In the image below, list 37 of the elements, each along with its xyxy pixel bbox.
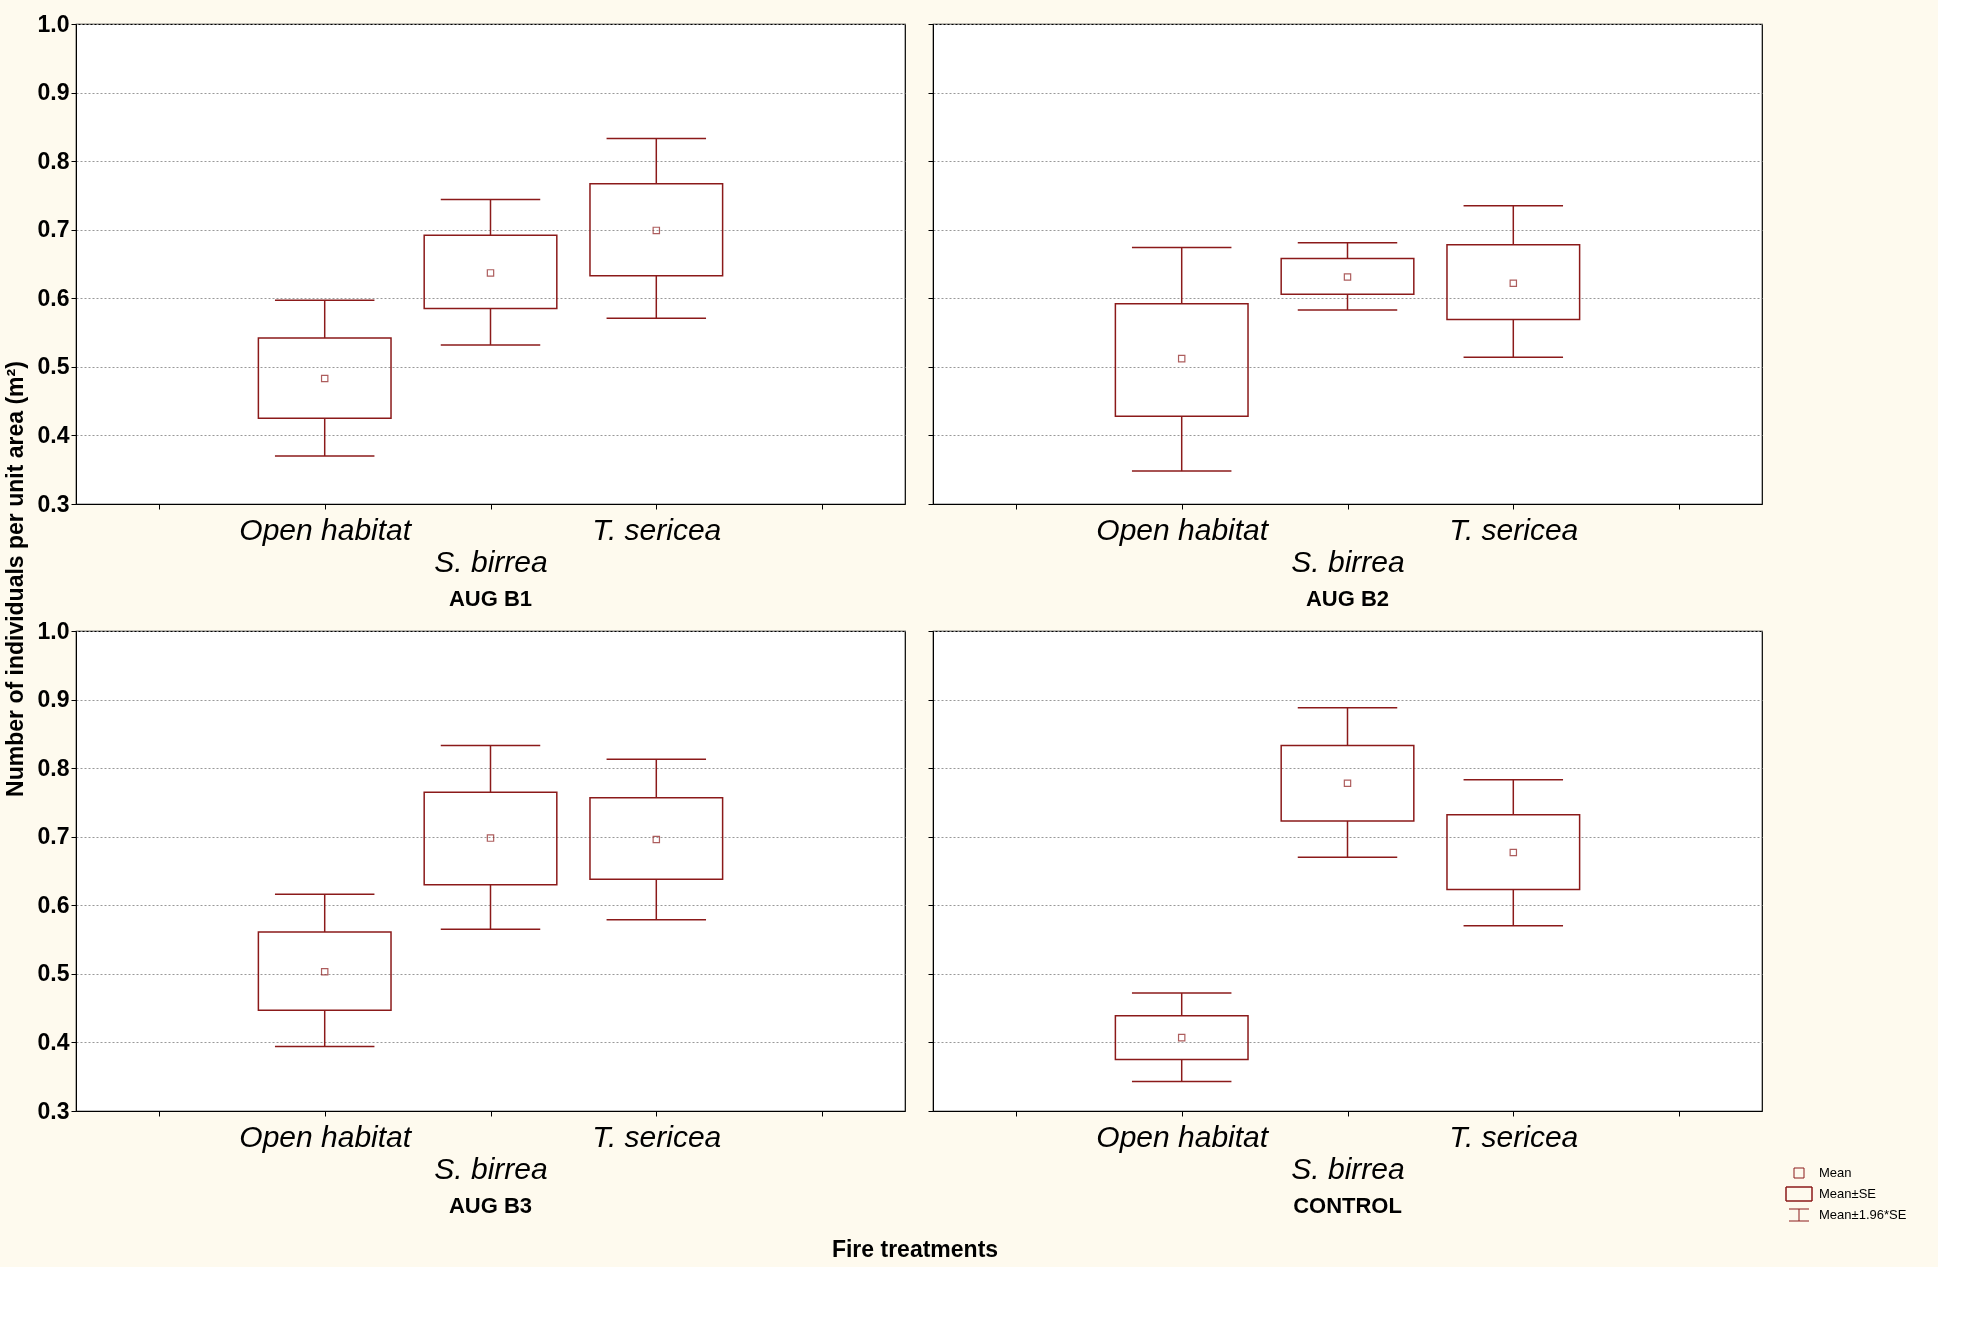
y-tick-label: 0.3 bbox=[37, 1097, 70, 1124]
y-tick-label: 0.6 bbox=[37, 284, 70, 311]
text: Mean±SE bbox=[1819, 1186, 1877, 1201]
y-tick-label: 0.9 bbox=[37, 79, 70, 106]
y-tick-label: 0.5 bbox=[37, 353, 70, 380]
y-tick-label: 0.5 bbox=[37, 960, 70, 987]
text: CONTROL bbox=[1293, 1193, 1402, 1218]
y-tick-label: 1.0 bbox=[37, 617, 70, 644]
x-tick-label: Open habitat bbox=[239, 512, 413, 546]
text: AUG B2 bbox=[1305, 586, 1390, 611]
x-tick-label: Open habitat bbox=[1096, 512, 1270, 546]
y-axis-title: Number of individuals per unit area (m²) bbox=[2, 361, 28, 797]
y-tick-label: 0.9 bbox=[37, 686, 70, 713]
x-tick-label: Open habitat bbox=[239, 1119, 413, 1153]
x-axis-title: Fire treatments bbox=[831, 1236, 999, 1262]
x-tick-label: Open habitat bbox=[1096, 1119, 1270, 1153]
y-tick-label: 0.8 bbox=[37, 754, 70, 781]
text: AUG B1 bbox=[448, 586, 533, 611]
y-tick-label: 0.4 bbox=[37, 421, 70, 448]
x-tick-label: S. birrea bbox=[1291, 1151, 1405, 1185]
text: Mean bbox=[1819, 1165, 1852, 1180]
y-tick-label: 0.7 bbox=[37, 823, 70, 850]
x-tick-label: T. sericea bbox=[1449, 512, 1579, 546]
y-tick-label: 0.4 bbox=[37, 1028, 70, 1055]
y-tick-label: 0.7 bbox=[37, 216, 70, 243]
x-tick-label: S. birrea bbox=[434, 544, 548, 578]
y-tick-label: 1.0 bbox=[37, 10, 70, 37]
text: AUG B3 bbox=[448, 1193, 533, 1218]
x-tick-label: S. birrea bbox=[1291, 544, 1405, 578]
x-tick-label: T. sericea bbox=[592, 512, 722, 546]
y-tick-label: 0.3 bbox=[37, 490, 70, 517]
x-tick-label: T. sericea bbox=[1449, 1119, 1579, 1153]
x-tick-label: S. birrea bbox=[434, 1151, 548, 1185]
y-tick-label: 0.6 bbox=[37, 891, 70, 918]
x-tick-label: T. sericea bbox=[592, 1119, 722, 1153]
y-tick-label: 0.8 bbox=[37, 147, 70, 174]
text: Mean±1.96*SE bbox=[1819, 1207, 1907, 1222]
